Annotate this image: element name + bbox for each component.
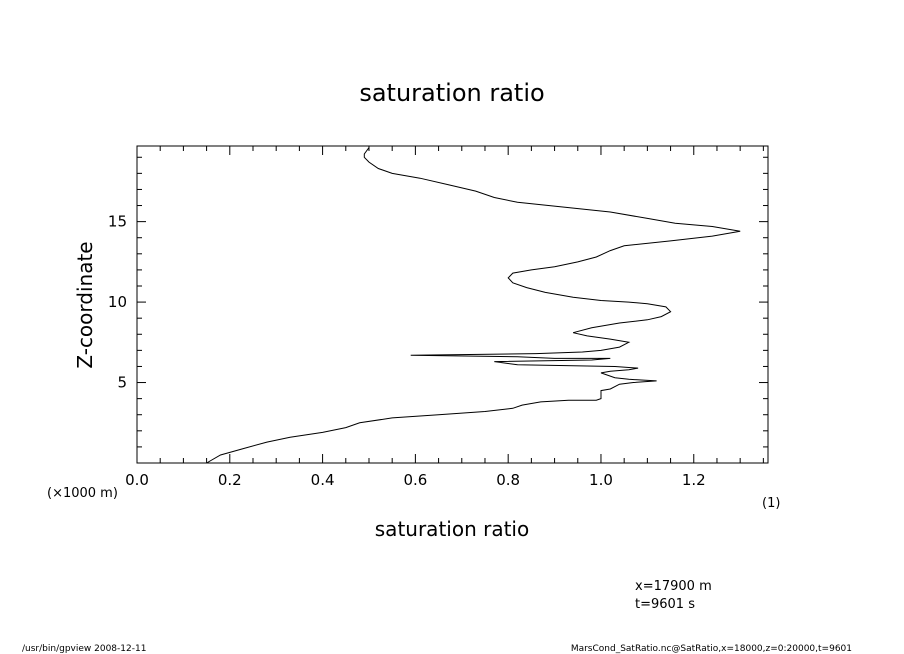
- axis-ticks: [136, 146, 768, 463]
- footer-right: MarsCond_SatRatio.nc@SatRatio,x=18000,z=…: [571, 644, 852, 654]
- x-tick-label: 0.8: [496, 471, 520, 489]
- x-tick-label: 0.2: [218, 471, 242, 489]
- chart-title: saturation ratio: [359, 79, 544, 107]
- y-unit-label: (×1000 m): [47, 486, 118, 501]
- footer-left: /usr/bin/gpview 2008-12-11: [22, 644, 146, 654]
- x-tick-label: 1.2: [682, 471, 706, 489]
- y-tick-label: 10: [108, 293, 127, 311]
- x-unit-label: (1): [762, 496, 780, 511]
- y-tick-label: 5: [117, 374, 127, 392]
- annotation-t: t=9601 s: [635, 597, 695, 612]
- x-tick-label: 0.0: [125, 471, 149, 489]
- series-line: [206, 147, 741, 464]
- x-tick-label: 1.0: [589, 471, 613, 489]
- annotation-x: x=17900 m: [635, 579, 712, 594]
- x-tick-label: 0.4: [311, 471, 335, 489]
- plot-frame: [136, 145, 769, 464]
- tick-labels: 0.0 0.2 0.4 0.6 0.8 1.0 1.2 5 10 15: [108, 213, 706, 489]
- x-axis-label: saturation ratio: [375, 517, 529, 541]
- x-tick-label: 0.6: [403, 471, 427, 489]
- y-axis-label: Z-coordinate: [73, 241, 97, 368]
- y-tick-label: 15: [108, 213, 127, 231]
